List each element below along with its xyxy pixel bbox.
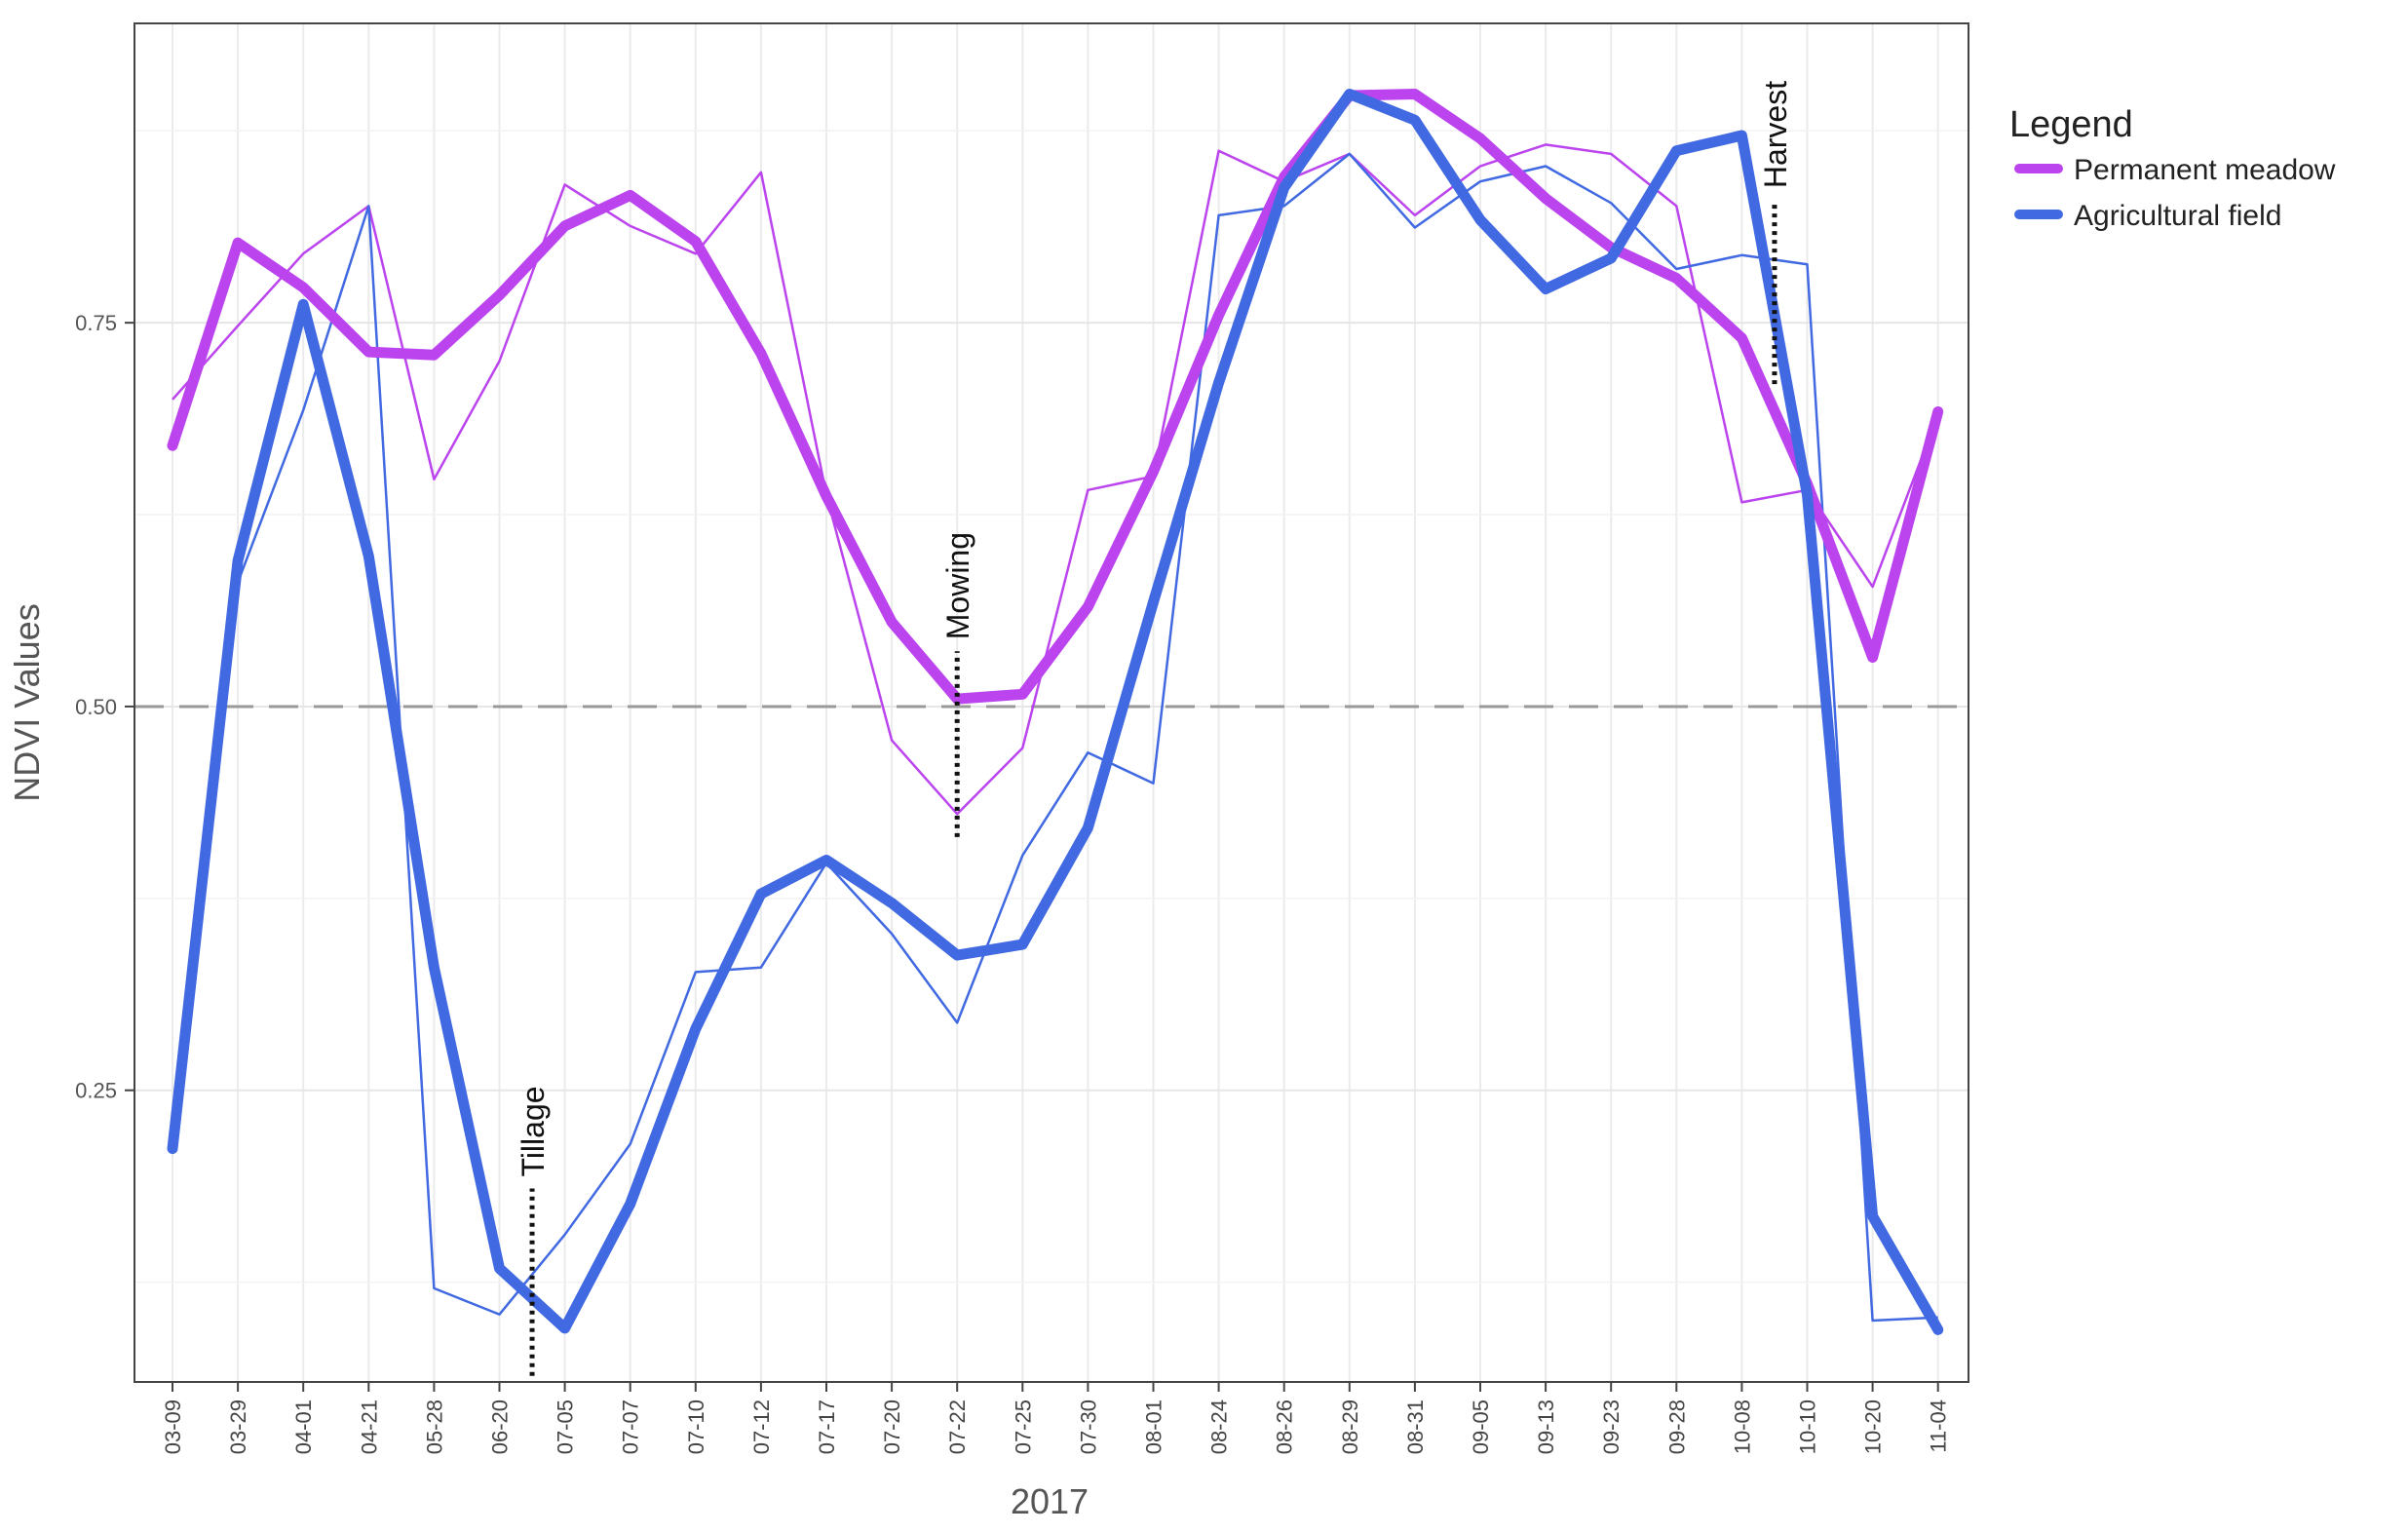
y-axis-title: NDVI Values (7, 603, 47, 801)
y-tick-label: 0.50 (75, 695, 117, 719)
legend-title: Legend (2009, 104, 2133, 145)
x-tick-label: 07-20 (880, 1400, 904, 1454)
x-tick-label: 09-23 (1599, 1400, 1624, 1454)
series-smoothed-line-agricultural-field (167, 89, 1944, 1335)
x-tick-label: 03-29 (226, 1400, 250, 1454)
grid-lines (134, 23, 1968, 1382)
plot-frame (134, 22, 1969, 1383)
annotation-label-tillage: Tillage (516, 1086, 551, 1176)
x-tick-label: 04-01 (291, 1400, 316, 1454)
x-tick-label: 06-20 (488, 1400, 513, 1454)
x-tick-label: 07-10 (684, 1400, 708, 1454)
y-tick-label: 0.25 (75, 1079, 117, 1103)
y-axis: 0.25 0.50 0.75 (75, 311, 134, 1103)
x-axis: 03-09 03-29 04-01 04-21 05-28 06-20 07-05 07-07… (161, 1382, 1951, 1454)
x-tick-label: 08-26 (1273, 1400, 1297, 1454)
x-tick-label: 11-04 (1927, 1400, 1951, 1453)
x-tick-label: 07-07 (619, 1400, 643, 1454)
x-tick-label: 07-05 (554, 1400, 578, 1454)
x-tick-label: 07-30 (1076, 1400, 1100, 1454)
x-tick-label: 10-10 (1796, 1400, 1820, 1454)
annotations-layer: Tillage Mowing Harvest (516, 81, 1793, 1376)
raw-series-layer (171, 143, 1939, 1323)
x-tick-label: 05-28 (422, 1400, 446, 1454)
smoothed-series-layer (167, 89, 1944, 1335)
x-tick-label: 07-22 (945, 1400, 970, 1454)
x-tick-label: 07-25 (1011, 1400, 1035, 1454)
x-tick-label: 10-08 (1730, 1400, 1754, 1454)
legend-label-agricultural-field: Agricultural field (2074, 200, 2281, 232)
x-tick-label: 08-01 (1142, 1400, 1166, 1454)
x-tick-label: 09-28 (1664, 1400, 1689, 1454)
x-tick-label: 04-21 (357, 1400, 381, 1454)
series-raw-line-agricultural-field (171, 152, 1938, 1323)
x-tick-label: 07-17 (815, 1400, 839, 1454)
x-tick-label: 08-24 (1207, 1400, 1232, 1454)
legend-label-permanent-meadow: Permanent meadow (2074, 154, 2336, 186)
x-tick-label: 08-29 (1338, 1400, 1362, 1454)
x-tick-label: 09-13 (1534, 1400, 1558, 1454)
x-axis-title: 2017 (1011, 1481, 1089, 1521)
y-tick-label: 0.75 (75, 311, 117, 335)
annotation-label-harvest: Harvest (1758, 81, 1793, 188)
annotation-label-mowing: Mowing (940, 532, 975, 639)
x-tick-label: 03-09 (161, 1400, 185, 1454)
x-tick-label: 09-05 (1469, 1400, 1493, 1454)
x-tick-label: 10-20 (1861, 1400, 1886, 1454)
x-tick-label: 07-12 (749, 1400, 774, 1454)
series-raw-line-permanent-meadow (172, 143, 1939, 816)
x-tick-label: 08-31 (1403, 1400, 1428, 1454)
series-smoothed-line-permanent-meadow (167, 89, 1944, 705)
legend: Legend Permanent meadow Agricultural fiel… (2009, 104, 2336, 232)
